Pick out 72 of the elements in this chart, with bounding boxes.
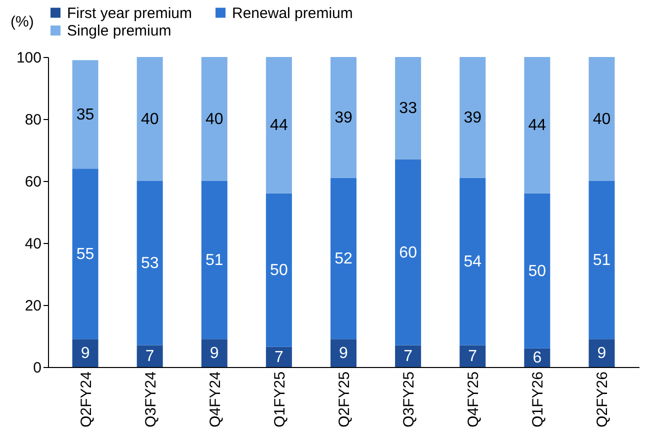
bar [330, 57, 356, 178]
data-label: 52 [334, 250, 352, 268]
legend-label: First year premium [67, 4, 192, 22]
bar [201, 339, 228, 367]
data-label: 39 [334, 109, 352, 126]
data-label: 60 [399, 244, 418, 262]
y-tick-label: 80 [24, 112, 42, 128]
bar [395, 159, 422, 346]
bar [266, 346, 292, 367]
data-label: 6 [532, 350, 542, 367]
x-tick-label: Q2FY24 [78, 372, 95, 428]
x-tick-label: Q2FY25 [336, 372, 353, 428]
legend-label: Single premium [67, 22, 172, 40]
bar [201, 57, 228, 181]
y-tick-label: 0 [33, 360, 42, 376]
data-label: 40 [140, 111, 159, 128]
bar [588, 181, 615, 340]
x-tick-label: Q4FY24 [206, 372, 224, 428]
y-tick-label: 100 [16, 50, 42, 66]
y-axis-title: (%) [10, 14, 34, 30]
x-tick-label: Q4FY25 [465, 372, 482, 428]
data-label: 39 [464, 109, 482, 126]
bar [136, 345, 163, 367]
y-tick-label: 20 [24, 298, 42, 314]
bar [201, 181, 228, 340]
x-tick-label: Q1FY26 [530, 372, 547, 428]
bar [524, 193, 550, 348]
data-label: 9 [339, 345, 348, 362]
bar [460, 57, 486, 178]
bar [72, 60, 98, 169]
data-label: 7 [274, 348, 284, 366]
bar [588, 57, 615, 181]
x-tick-label: Q2FY26 [594, 372, 612, 428]
data-label: 44 [528, 117, 546, 134]
data-label: 9 [210, 345, 219, 362]
bar [136, 181, 163, 346]
bar [72, 168, 98, 340]
data-label: 40 [592, 111, 611, 128]
data-label: 35 [76, 106, 94, 124]
x-tick-label: Q3FY25 [400, 372, 418, 428]
bar [330, 178, 356, 340]
bar [136, 57, 163, 181]
y-tick-label: 40 [24, 236, 42, 252]
bar [266, 193, 292, 347]
data-label: 40 [205, 111, 224, 128]
data-label: 7 [468, 348, 478, 366]
y-tick-label: 60 [24, 174, 42, 190]
data-label: 9 [80, 345, 90, 362]
bar [266, 57, 292, 194]
x-tick-label: Q3FY24 [142, 372, 160, 428]
legend-label: Renewal premium [232, 4, 353, 22]
bar [72, 339, 98, 367]
bar [460, 178, 486, 346]
data-label: 7 [404, 348, 413, 366]
bar [395, 57, 422, 160]
data-label: 50 [528, 262, 546, 280]
data-label: 54 [464, 254, 482, 271]
x-tick-label: Q1FY25 [271, 372, 288, 428]
data-label: 7 [145, 348, 154, 366]
data-label: 44 [270, 117, 288, 134]
bar [395, 345, 422, 367]
data-label: 51 [592, 252, 611, 270]
bar [460, 345, 486, 367]
data-label: 53 [140, 255, 159, 272]
data-label: 9 [597, 345, 606, 362]
data-label: 55 [76, 246, 94, 263]
data-label: 50 [270, 262, 288, 280]
data-label: 33 [399, 100, 418, 118]
bar [330, 339, 356, 367]
bar [588, 339, 615, 367]
bar [524, 57, 550, 194]
data-label: 51 [205, 252, 224, 270]
